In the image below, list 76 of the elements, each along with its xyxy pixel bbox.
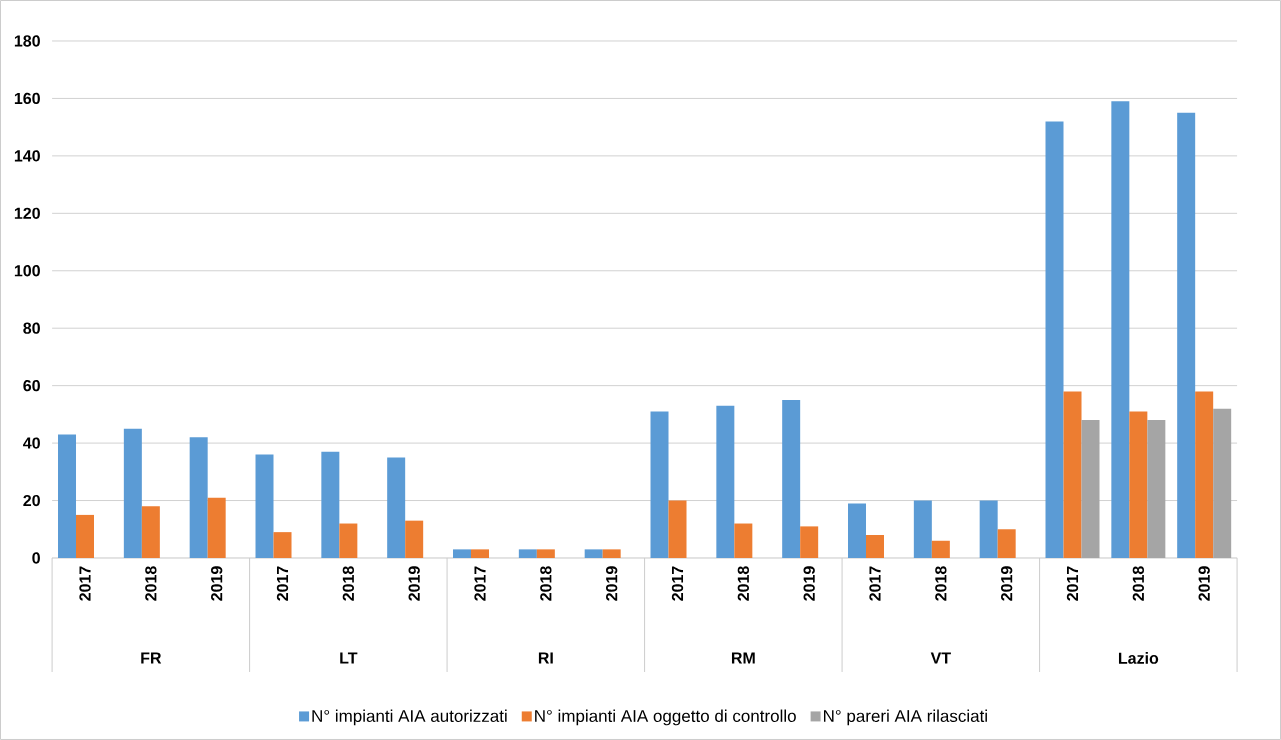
x-tick-label: 2018 — [540, 566, 552, 601]
bar — [866, 535, 885, 558]
x-tick-label: 2017 — [671, 566, 684, 601]
y-tick-label: 20 — [23, 494, 40, 507]
bar — [1129, 411, 1148, 558]
x-tick-label: 2019 — [606, 566, 618, 601]
bar — [848, 503, 867, 558]
bar — [1063, 391, 1082, 558]
bar — [650, 411, 669, 558]
bar — [1111, 101, 1130, 558]
bar — [1045, 121, 1064, 558]
legend-label: N° impianti AIA autorizzati — [312, 709, 507, 726]
x-tick-label: 2017 — [79, 566, 91, 601]
text: Lazio — [1118, 652, 1159, 664]
text: VT — [930, 652, 951, 664]
bar — [255, 454, 274, 558]
x-tick-label: 2017 — [276, 566, 289, 601]
bar — [913, 500, 932, 558]
bar — [602, 549, 621, 558]
bar — [668, 500, 687, 558]
bar — [321, 451, 340, 558]
bar — [76, 514, 95, 558]
bar — [997, 529, 1016, 558]
bar — [584, 549, 603, 558]
text: RI — [538, 652, 553, 664]
x-tick-label: 2019 — [1001, 566, 1013, 601]
x-tick-label: 2019 — [408, 566, 420, 601]
bar — [123, 428, 142, 558]
y-tick-label: 100 — [14, 265, 40, 277]
y-tick-label: 40 — [23, 437, 40, 449]
bar — [1195, 391, 1214, 558]
bar — [1081, 420, 1100, 558]
x-tick-label: 2017 — [474, 566, 486, 601]
bar — [58, 434, 77, 558]
bar — [800, 526, 819, 558]
legend-label: N° impianti AIA oggetto di controllo — [535, 709, 796, 726]
y-tick-label: 0 — [32, 552, 40, 564]
bar — [471, 549, 490, 558]
bar — [453, 549, 472, 558]
bar — [931, 540, 950, 558]
text: FR — [141, 652, 162, 664]
bar — [189, 437, 208, 558]
x-tick-label: 2017 — [1066, 566, 1079, 601]
bar — [1177, 112, 1196, 558]
bar — [339, 523, 358, 558]
bar — [1213, 408, 1232, 558]
bar — [387, 457, 406, 558]
bar — [782, 400, 801, 558]
text: LT — [340, 652, 358, 664]
bar — [716, 405, 735, 558]
x-tick-label: 2019 — [803, 566, 815, 601]
x-tick-label: 2018 — [1132, 566, 1144, 601]
y-tick-label: 120 — [14, 207, 40, 219]
y-tick-label: 180 — [14, 35, 40, 47]
x-tick-label: 2017 — [869, 566, 881, 601]
bar — [141, 506, 160, 558]
x-tick-label: 2018 — [935, 566, 947, 601]
bar — [518, 549, 537, 558]
bar — [405, 520, 424, 558]
y-tick-label: 80 — [23, 322, 40, 334]
x-tick-label: 2018 — [737, 566, 750, 601]
x-tick-label: 2019 — [211, 566, 223, 601]
bar — [207, 497, 226, 558]
bar — [536, 549, 555, 558]
bar — [979, 500, 998, 558]
y-tick-label: 60 — [23, 379, 40, 392]
legend-label: N° pareri AIA rilasciati — [824, 709, 987, 726]
y-tick-label: 160 — [14, 92, 40, 105]
x-tick-label: 2018 — [342, 566, 355, 601]
bar — [1147, 420, 1166, 558]
x-tick-label: 2019 — [1198, 566, 1210, 601]
bar — [273, 532, 292, 558]
x-tick-label: 2018 — [145, 566, 157, 601]
y-tick-label: 140 — [14, 150, 40, 162]
bar — [734, 523, 753, 558]
text: RM — [731, 652, 755, 664]
